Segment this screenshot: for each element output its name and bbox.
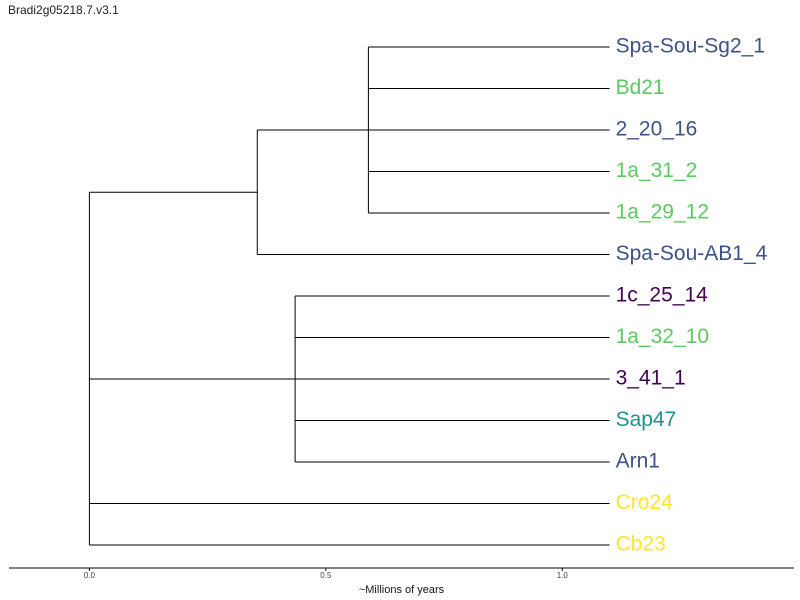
leaf-label-5: Spa-Sou-AB1_4	[616, 242, 768, 265]
leaf-label-11: Cro24	[616, 491, 674, 514]
x-tick-label-0: 0.0	[84, 571, 96, 580]
chart-title: Bradi2g05218.7.v3.1	[8, 3, 119, 17]
leaf-label-3: 1a_31_2	[616, 159, 698, 182]
leaf-label-12: Cb23	[616, 533, 666, 556]
leaf-label-7: 1a_32_10	[616, 325, 709, 348]
leaf-label-0: Spa-Sou-Sg2_1	[616, 35, 765, 58]
leaf-label-10: Arn1	[616, 450, 660, 473]
x-tick-label-2: 1.0	[557, 571, 569, 580]
leaf-label-1: Bd21	[616, 76, 665, 99]
leaf-label-2: 2_20_16	[616, 118, 698, 141]
leaf-label-6: 1c_25_14	[616, 284, 709, 307]
x-axis-title: ~Millions of years	[359, 584, 445, 596]
leaf-label-4: 1a_29_12	[616, 201, 709, 224]
x-tick-label-1: 0.5	[320, 571, 332, 580]
leaf-label-9: Sap47	[616, 408, 677, 431]
leaf-labels: Spa-Sou-Sg2_1 Bd21 2_20_16 1a_31_2 1a_29_12 S…	[616, 35, 768, 556]
x-axis: 0.0 0.5 1.0 ~Millions of years	[9, 567, 794, 596]
leaf-label-8: 3_41_1	[616, 367, 686, 390]
branches	[88, 46, 610, 546]
